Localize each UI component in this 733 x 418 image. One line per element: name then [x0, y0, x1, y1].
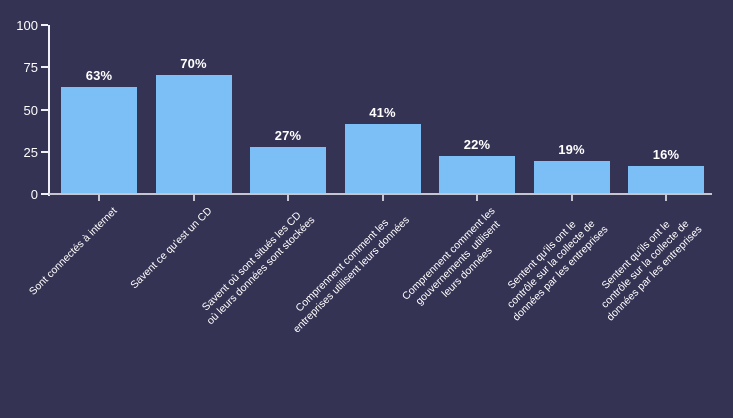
y-tick-label: 100: [16, 18, 38, 33]
y-tick: [41, 108, 48, 111]
y-tick: [41, 24, 48, 26]
x-tick: [381, 195, 384, 201]
x-tick: [287, 195, 289, 201]
bar: [155, 74, 232, 193]
bar-value-label: 16%: [652, 146, 680, 162]
x-tick: [476, 195, 478, 201]
y-tick-label: 0: [30, 187, 38, 202]
x-axis-label: Sentent qu'ils ont le contrôle sur la co…: [599, 217, 705, 324]
bar-value-label: 70%: [180, 55, 207, 71]
x-axis-label: Savent ce qu'est un CD: [127, 205, 214, 292]
y-tick-label: 50: [23, 102, 38, 118]
x-tick: [192, 195, 195, 201]
y-tick: [41, 193, 48, 195]
bar-value-label: 27%: [274, 128, 302, 144]
bar: [61, 86, 137, 193]
x-axis-label: Sentent qu'ils ont le contrôle sur la co…: [504, 217, 611, 324]
y-tick-label: 75: [23, 60, 38, 76]
bar-value-label: 22%: [463, 136, 491, 152]
y-tick: [41, 150, 48, 153]
x-tick: [570, 195, 573, 201]
y-tick-label: 25: [23, 144, 38, 160]
bar-value-label: 63%: [85, 67, 113, 83]
bar-value-label: 41%: [369, 104, 396, 120]
bar: [533, 160, 610, 193]
bar-value-label: 19%: [558, 141, 585, 157]
y-tick: [41, 66, 48, 69]
x-axis-label: Sont connectés à internet: [26, 205, 120, 298]
bar: [344, 123, 421, 193]
x-tick: [98, 195, 100, 201]
x-tick: [665, 195, 667, 201]
y-axis-line: [48, 25, 50, 196]
bar: [250, 147, 326, 193]
bar: [628, 165, 704, 193]
bar: [439, 155, 515, 193]
x-axis-line: [49, 193, 712, 195]
